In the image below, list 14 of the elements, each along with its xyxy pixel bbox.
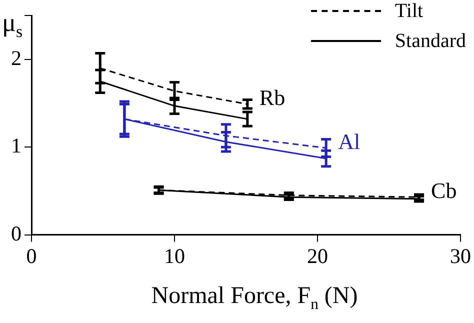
x-tick-label: 20 [307,244,328,268]
y-tick-label: 0 [11,221,22,246]
annotation: Cb [431,178,457,203]
annotation: Rb [259,84,286,110]
y-axis-title: μ$_{s}$ [2,8,23,42]
annotation: Al [338,128,360,154]
x-tick-label: 10 [164,244,185,268]
y-tick-label: 1 [11,134,22,158]
legend-label: Tilt [394,0,424,22]
y-tick-label: 2 [11,46,22,70]
x-axis-title: Normal Force, F$_{n}$ (N) [150,283,359,314]
legend-label: Standard [394,30,466,52]
x-tick-label: 30 [450,244,471,268]
x-tick-label: 0 [26,244,37,268]
